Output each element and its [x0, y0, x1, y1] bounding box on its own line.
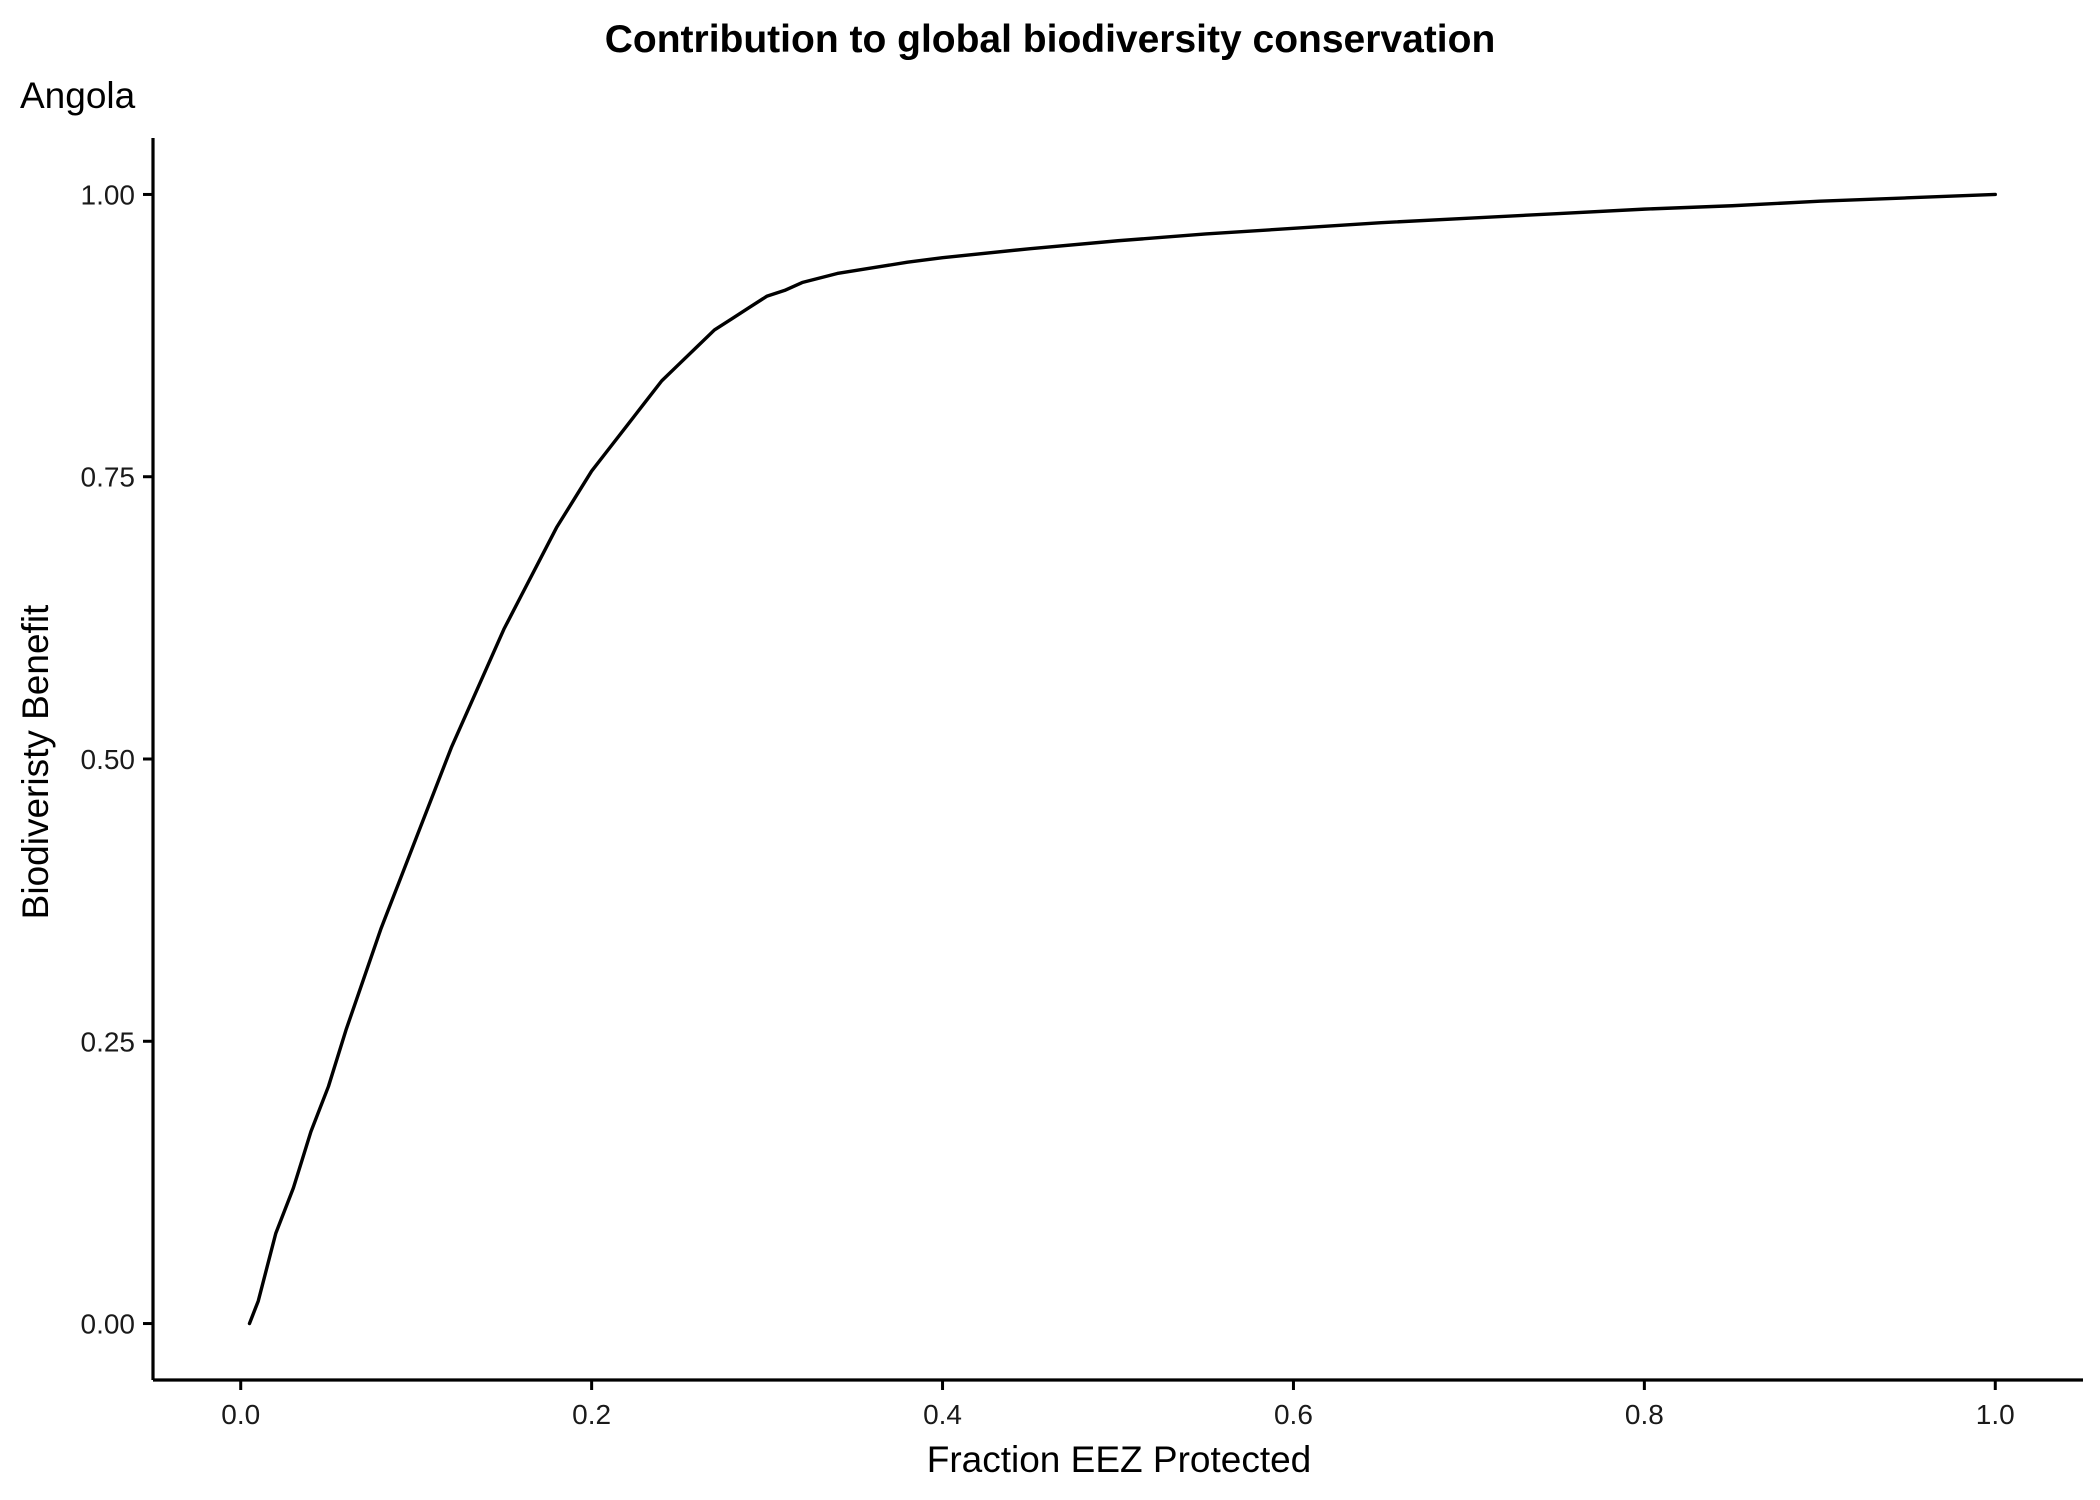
chart-subtitle: Angola — [20, 75, 136, 116]
x-tick-label: 0.8 — [1625, 1399, 1664, 1430]
x-tick-label: 1.0 — [1976, 1399, 2015, 1430]
chart-title: Contribution to global biodiversity cons… — [605, 18, 1496, 61]
y-tick-label: 0.50 — [81, 744, 136, 775]
x-tick-label: 0.2 — [572, 1399, 611, 1430]
x-tick-label: 0.4 — [923, 1399, 962, 1430]
x-tick-label: 0.6 — [1274, 1399, 1313, 1430]
y-axis-title: Biodiveristy Benefit — [15, 604, 56, 919]
x-tick-label: 0.0 — [221, 1399, 260, 1430]
y-tick-label: 0.25 — [81, 1026, 136, 1057]
y-tick-label: 0.75 — [81, 462, 136, 493]
x-axis-title: Fraction EEZ Protected — [927, 1439, 1312, 1480]
y-tick-label: 0.00 — [81, 1309, 136, 1340]
y-tick-label: 1.00 — [81, 179, 136, 210]
plot-area: 0.00 0.25 0.50 0.75 1.00 0.0 0.2 0.4 0.6 0.8 1.0 — [81, 138, 2083, 1430]
series-line — [247, 192, 1997, 1326]
